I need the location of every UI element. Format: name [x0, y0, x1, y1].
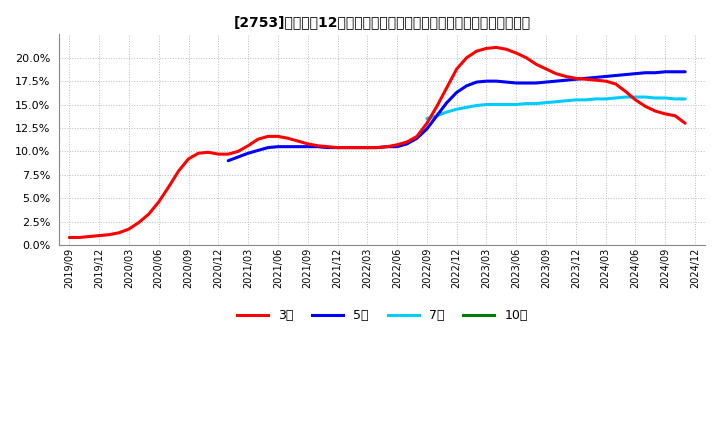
7年 [472, 103, 481, 108]
7年 [641, 95, 649, 100]
5年 [462, 83, 471, 88]
5年 [621, 72, 630, 77]
5年 [541, 80, 550, 85]
5年 [353, 145, 361, 150]
Line: 5年: 5年 [228, 72, 685, 161]
7年 [482, 102, 491, 107]
5年 [651, 70, 660, 75]
7年 [582, 97, 590, 103]
5年 [383, 144, 392, 149]
7年 [462, 105, 471, 110]
5年 [284, 144, 292, 149]
5年 [532, 81, 541, 86]
5年 [294, 144, 302, 149]
Line: 7年: 7年 [427, 97, 685, 119]
5年 [472, 80, 481, 85]
7年 [611, 95, 620, 101]
3年 [353, 145, 361, 150]
3年 [373, 145, 382, 150]
5年 [681, 69, 690, 74]
3年 [253, 136, 262, 142]
5年 [373, 145, 382, 150]
Line: 3年: 3年 [69, 48, 685, 238]
5年 [552, 78, 560, 84]
5年 [413, 136, 421, 141]
5年 [572, 77, 580, 82]
5年 [492, 78, 500, 84]
7年 [572, 97, 580, 103]
5年 [433, 113, 441, 118]
7年 [591, 96, 600, 102]
5年 [443, 100, 451, 105]
Title: [2753]　売上高12か月移動合計の対前年同期増減率の標準偏差の推移: [2753] 売上高12か月移動合計の対前年同期増減率の標準偏差の推移 [233, 15, 531, 29]
5年 [482, 78, 491, 84]
5年 [611, 73, 620, 78]
5年 [363, 145, 372, 150]
5年 [264, 145, 272, 150]
5年 [641, 70, 649, 75]
5年 [591, 75, 600, 80]
5年 [562, 77, 570, 83]
7年 [452, 106, 461, 112]
5年 [323, 145, 332, 150]
5年 [601, 74, 610, 79]
7年 [443, 110, 451, 115]
Legend: 3年, 5年, 7年, 10年: 3年, 5年, 7年, 10年 [232, 304, 533, 327]
5年 [512, 81, 521, 86]
5年 [582, 76, 590, 81]
5年 [313, 144, 322, 149]
5年 [303, 144, 312, 149]
7年 [492, 102, 500, 107]
5年 [393, 144, 402, 149]
7年 [661, 95, 670, 101]
7年 [631, 95, 640, 100]
3年 [492, 45, 500, 50]
3年 [65, 235, 73, 240]
7年 [552, 99, 560, 104]
7年 [532, 101, 541, 106]
3年 [681, 121, 690, 126]
7年 [541, 100, 550, 105]
3年 [671, 113, 680, 118]
3年 [502, 47, 510, 52]
7年 [651, 95, 660, 101]
5年 [274, 144, 282, 149]
5年 [502, 80, 510, 85]
7年 [522, 101, 531, 106]
7年 [681, 96, 690, 102]
5年 [452, 90, 461, 95]
5年 [244, 150, 253, 156]
5年 [234, 154, 243, 160]
3年 [234, 149, 243, 154]
7年 [512, 102, 521, 107]
5年 [333, 145, 342, 150]
5年 [631, 71, 640, 76]
5年 [661, 69, 670, 74]
5年 [522, 81, 531, 86]
5年 [423, 126, 431, 132]
5年 [671, 69, 680, 74]
5年 [402, 141, 411, 147]
7年 [671, 96, 680, 102]
7年 [562, 98, 570, 103]
7年 [433, 113, 441, 118]
7年 [621, 95, 630, 100]
5年 [224, 158, 233, 163]
7年 [502, 102, 510, 107]
5年 [253, 148, 262, 153]
7年 [423, 116, 431, 121]
7年 [601, 96, 610, 102]
5年 [343, 145, 352, 150]
